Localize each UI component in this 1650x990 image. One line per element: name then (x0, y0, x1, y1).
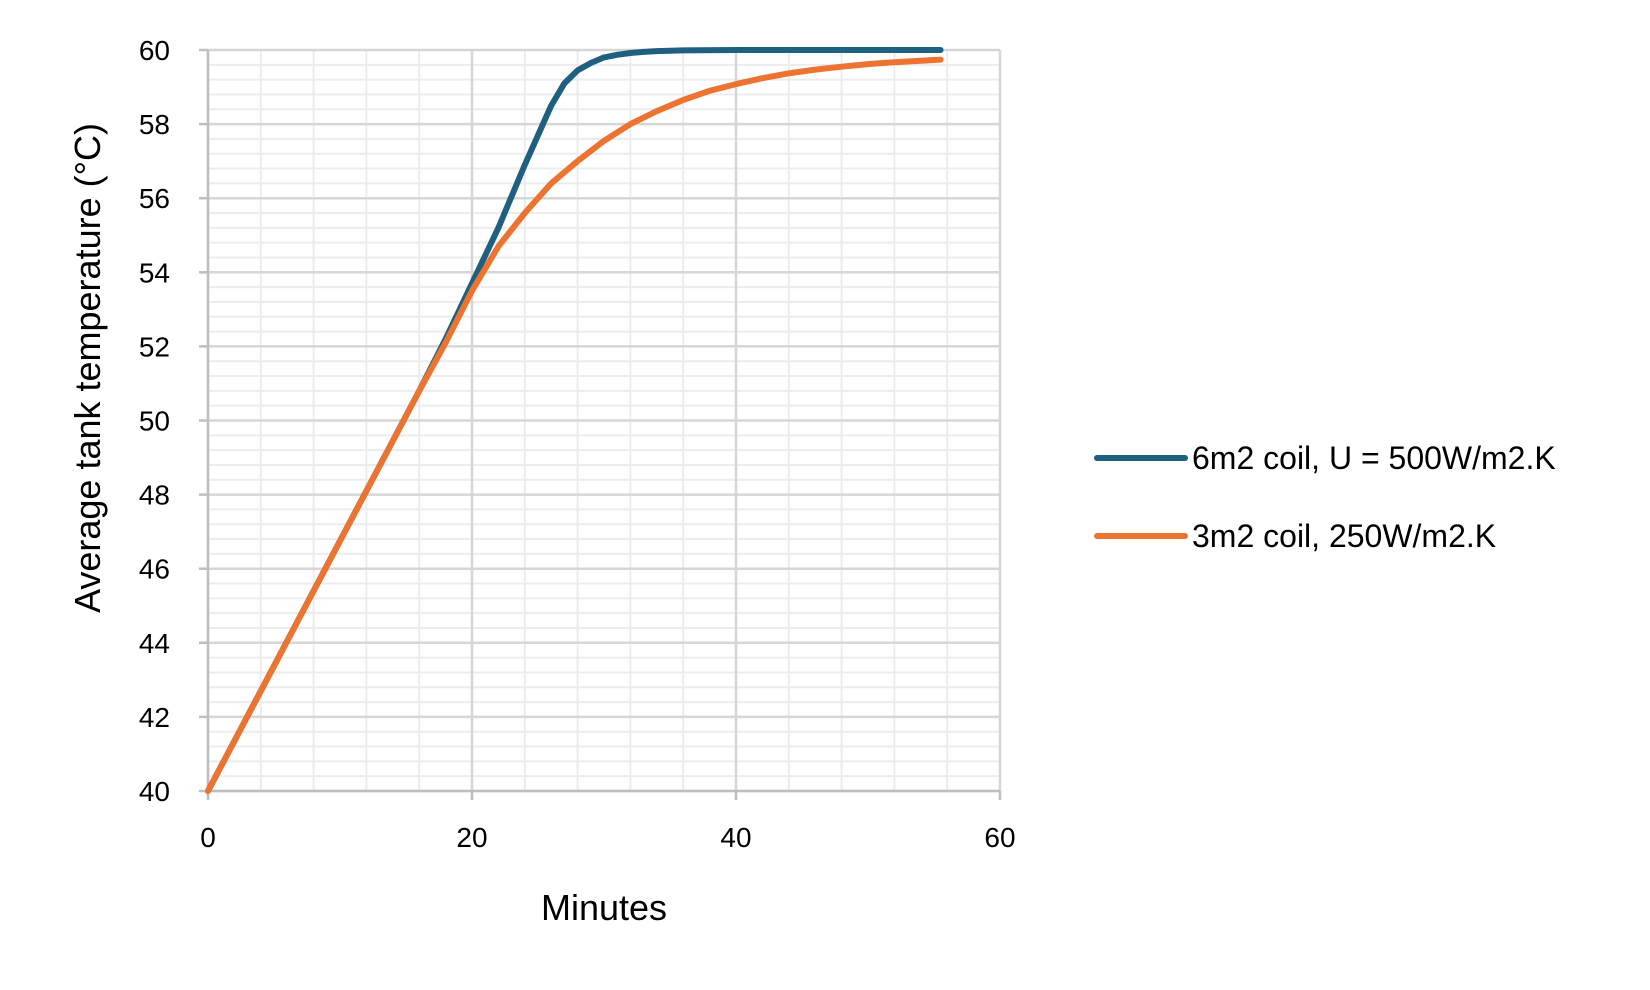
x-axis-title: Minutes (541, 887, 667, 928)
legend: 6m2 coil, U = 500W/m2.K 3m2 coil, 250W/m2… (1094, 440, 1556, 554)
y-tick-label: 60 (139, 35, 170, 66)
y-tick-label: 44 (139, 628, 170, 659)
y-axis-title: Average tank temperature (°C) (67, 123, 108, 613)
series-line-2 (205, 56, 944, 794)
x-tick-label: 0 (200, 822, 216, 853)
y-tick-label: 52 (139, 331, 170, 362)
x-tick-labels: 0 20 40 60 (200, 822, 1015, 853)
legend-label-2: 3m2 coil, 250W/m2.K (1192, 518, 1496, 554)
y-tick-label: 50 (139, 406, 170, 437)
x-tick-label: 20 (456, 822, 487, 853)
y-tick-label: 48 (139, 480, 170, 511)
y-tick-label: 56 (139, 183, 170, 214)
x-tick-label: 40 (720, 822, 751, 853)
x-tick-label: 60 (984, 822, 1015, 853)
y-tick-label: 54 (139, 257, 170, 288)
major-grid (206, 48, 1002, 793)
legend-label-1: 6m2 coil, U = 500W/m2.K (1192, 440, 1556, 476)
y-tick-label: 58 (139, 109, 170, 140)
y-tick-label: 46 (139, 554, 170, 585)
y-tick-label: 40 (139, 776, 170, 807)
y-tick-label: 42 (139, 702, 170, 733)
y-tick-labels: 40 42 44 46 48 50 52 54 56 58 60 (139, 35, 170, 807)
series-lines (205, 47, 944, 794)
